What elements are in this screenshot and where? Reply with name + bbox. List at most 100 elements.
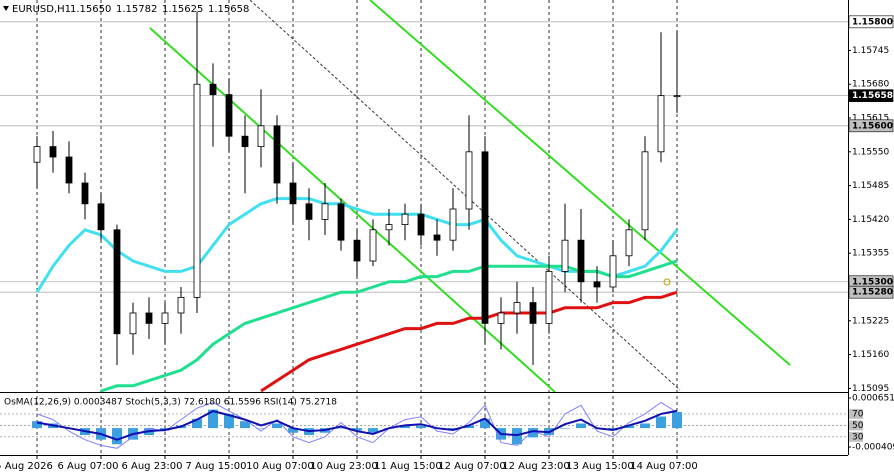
candle-body [641,151,649,231]
candle-body [337,203,345,241]
y-tick-label: 1.15420 [852,215,889,225]
candle-body [561,239,569,272]
candle-body [129,312,137,335]
indicator-plot [32,401,682,449]
x-tick-label: 6 Aug 07:00 [57,461,118,472]
level-box [849,420,863,431]
candle-body [289,182,297,205]
candle-body [353,239,361,262]
y-tick-label: 1.15615 [852,114,889,124]
candle-body [49,146,57,158]
osma-bar [368,428,378,433]
candle-body [305,203,313,220]
osma-bar [512,428,522,445]
candle-body [625,229,633,257]
x-tick-label: 6 Aug 23:00 [121,461,182,472]
price-box [848,15,894,29]
menu-triangle[interactable] [3,6,9,11]
y-tick-label: -0.000409 [852,443,894,453]
price-label: 1.15600 [852,121,893,131]
candle-body [193,83,201,298]
y2-tick-label: 50 [852,421,864,431]
osma-bar [288,428,298,433]
osma-bar [352,428,362,431]
osma-bar [208,409,218,429]
osma-bar [240,421,250,429]
candle-body [33,146,41,163]
osma-bar [400,425,410,429]
candle-body [177,296,185,314]
osma-bar [464,425,474,429]
price-box [848,89,894,102]
price-plot [33,11,681,393]
x-tick-label: 13 Aug 15:00 [566,461,633,472]
y-tick-label: 0.000651 [852,394,894,404]
channel-line [249,0,681,391]
osma-bar [272,423,282,429]
osma-bar [656,416,666,429]
candle-body [449,208,457,241]
y-tick-label: 1.15355 [852,249,889,259]
osma-bar [672,411,682,429]
y2-tick-label: 70 [852,409,864,419]
price-box [848,119,894,133]
candle-body [209,83,217,96]
candle-body [241,135,249,148]
candle-body [273,125,281,184]
osma-bar [640,423,650,429]
price-box [848,285,894,299]
osma-bar [336,428,346,429]
indicator-title: OsMA(12,26,9) 0.0003487 Stoch(5,3,3) 72.… [4,398,337,408]
price-label: 1.15280 [852,288,893,298]
level-box [849,431,863,442]
osma-bar [416,425,426,429]
ohlc-value: 1.15625 [162,4,203,15]
candle-body [513,302,521,314]
candle-body [321,203,329,220]
y2-tick-label: 30 [852,432,864,442]
candle-body [161,312,169,324]
candle-body [81,182,89,205]
x-tick-label: 12 Aug 23:00 [502,461,569,472]
osma-bar [528,428,538,438]
candle-body [609,255,617,288]
candle-body [481,151,489,324]
oscillator-line [36,409,678,441]
price-label: 1.15800 [852,17,893,27]
y-tick-label: 1.15225 [852,316,889,326]
osma-bar [576,423,586,429]
x-tick-label: 12 Aug 07:00 [438,461,505,472]
y-tick-label: 1.15550 [852,147,889,157]
osma-bar [480,418,490,429]
y-tick-label: 1.15160 [852,350,889,360]
candle-body [145,312,153,324]
trend-lines [149,0,791,393]
candle-body [529,302,537,324]
candle-body [113,229,121,335]
candle-body [417,213,425,236]
candle-body [65,156,73,184]
ohlc-value: 1.15650 [70,4,111,15]
marker [663,278,671,286]
price-label: 1.15658 [852,91,893,101]
ohlc-value: 1.15658 [208,4,249,15]
candle-body [497,312,505,324]
candle-body [433,234,441,241]
osma-bar [256,428,266,429]
osma-bar [624,425,634,429]
ohlc-value: 1.15782 [116,4,157,15]
candle-body [545,270,553,324]
candle-body [673,95,681,98]
candle-body [257,125,265,148]
candle-body [401,213,409,225]
x-tick-label: 10 Aug 07:00 [246,461,313,472]
candle-body [369,229,377,262]
x-tick-label: 5 Aug 2026 [0,461,53,472]
y-tick-label: 1.15095 [852,384,889,394]
candle-body [577,239,585,283]
y-tick-label: 1.15680 [852,80,889,90]
candle-body [465,151,473,210]
y-tick-label: 1.15745 [852,46,889,56]
